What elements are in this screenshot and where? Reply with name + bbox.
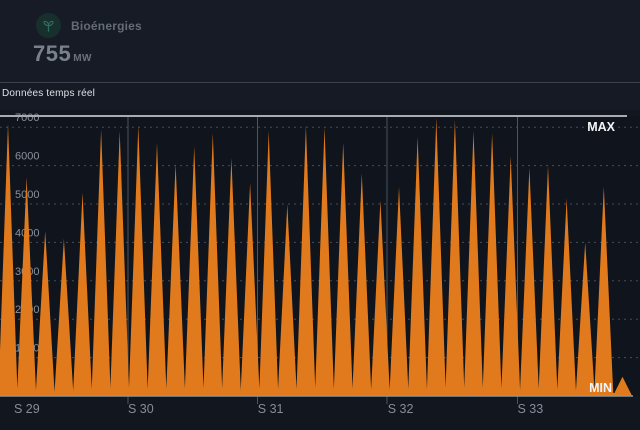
y-tick-label: 7000 xyxy=(15,112,39,124)
area-series[interactable] xyxy=(0,117,633,396)
series-baseline-strip xyxy=(0,393,631,396)
max-label: MAX xyxy=(587,120,615,134)
x-tick-label: S 30 xyxy=(128,402,154,416)
x-tick-label: S 32 xyxy=(388,402,414,416)
source-title: Bioénergies xyxy=(71,18,142,33)
source-row: Bioénergies xyxy=(36,13,142,38)
x-tick-label: S 29 xyxy=(14,402,40,416)
min-label: MIN xyxy=(589,381,612,395)
x-tick-label: S 33 xyxy=(518,402,544,416)
realtime-data-label: Données temps réel xyxy=(2,88,96,99)
header-divider xyxy=(0,82,640,83)
chart-area[interactable]: 1000200030004000500060007000MAXMINS 29S … xyxy=(0,110,640,430)
panel-header: Bioénergies 755 MW xyxy=(0,0,640,82)
y-tick-label: 6000 xyxy=(15,151,39,163)
sprout-icon xyxy=(36,13,61,38)
chart-svg[interactable]: 1000200030004000500060007000MAXMINS 29S … xyxy=(0,110,640,430)
power-unit: MW xyxy=(73,53,92,64)
current-power-value: 755 MW xyxy=(33,41,92,67)
power-number: 755 xyxy=(33,41,72,66)
x-tick-label: S 31 xyxy=(258,402,284,416)
